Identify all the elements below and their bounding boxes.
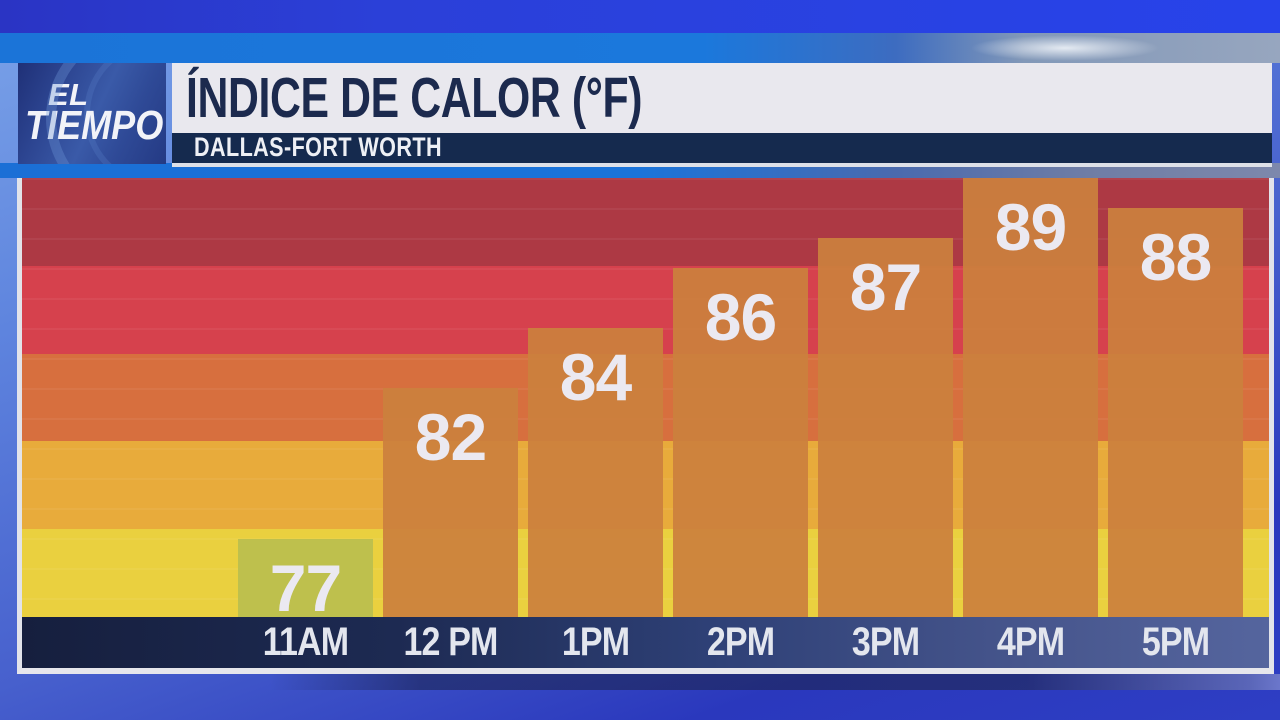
bar-11am: 77 — [238, 539, 373, 621]
logo-text-el: EL — [48, 77, 89, 112]
background-sky-band — [0, 33, 1280, 63]
logo-text-tiempo: TIEMPO — [25, 102, 164, 148]
bar-value-label-11am: 77 — [269, 551, 342, 625]
bar-2pm: 86 — [673, 268, 808, 617]
panel-drop-shadow — [270, 674, 1280, 690]
x-axis-label-12pm: 12 PM — [403, 620, 498, 664]
chart-location-subtitle: DALLAS-FORT WORTH — [194, 132, 442, 162]
x-axis-label-11am: 11AM — [262, 620, 349, 664]
chart-location-bar: DALLAS-FORT WORTH — [172, 133, 1272, 167]
bar-4pm: 89 — [963, 178, 1098, 617]
x-axis-label-2pm: 2PM — [706, 620, 775, 664]
bar-value-label-12pm: 82 — [414, 400, 487, 474]
chart-title-bar: ÍNDICE DE CALOR (°F) — [172, 63, 1272, 133]
cloud-image — [970, 35, 1160, 61]
bar-5pm: 88 — [1108, 208, 1243, 617]
x-axis-label-5pm: 5PM — [1141, 620, 1210, 664]
bar-1pm: 84 — [528, 328, 663, 617]
bar-value-label-2pm: 86 — [704, 280, 777, 354]
x-axis-label-1pm: 1PM — [561, 620, 630, 664]
bar-value-label-4pm: 89 — [994, 190, 1067, 264]
bar-3pm: 87 — [818, 238, 953, 617]
x-axis-label-4pm: 4PM — [996, 620, 1065, 664]
x-axis: 11AM 12 PM 1PM 2PM 3PM 4PM 5PM — [22, 617, 1269, 668]
el-tiempo-logo: EL TIEMPO — [18, 63, 166, 164]
background-top-band — [0, 0, 1280, 33]
bar-value-label-5pm: 88 — [1139, 220, 1212, 294]
heat-index-chart: 77 82 84 86 87 89 88 11AM 12 PM 1PM 2PM 3PM 4PM 5PM — [17, 178, 1274, 674]
bar-value-label-1pm: 84 — [559, 340, 632, 414]
chart-title: ÍNDICE DE CALOR (°F) — [186, 66, 643, 130]
x-axis-label-3pm: 3PM — [851, 620, 920, 664]
bar-value-label-3pm: 87 — [849, 250, 922, 324]
bar-12pm: 82 — [383, 388, 518, 617]
chart-bars: 77 82 84 86 87 89 88 — [22, 178, 1269, 621]
